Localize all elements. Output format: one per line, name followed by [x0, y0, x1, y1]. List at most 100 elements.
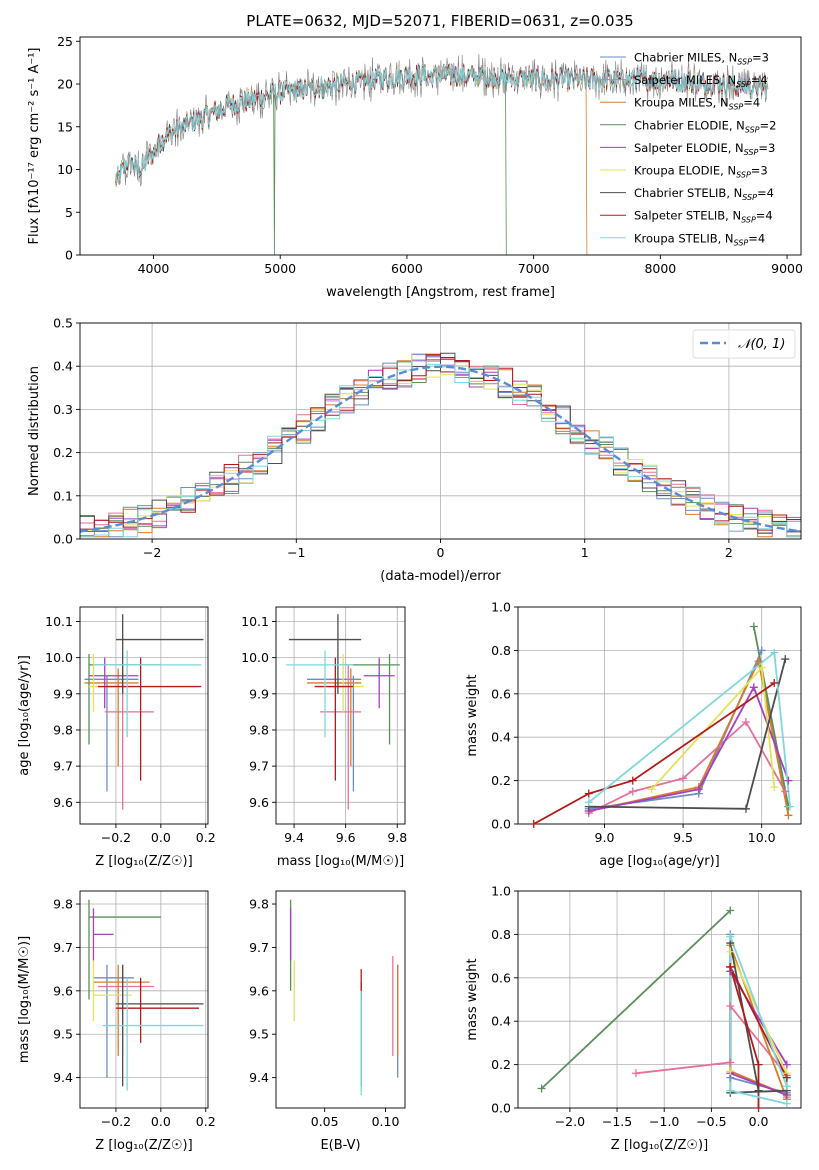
- y-tick-label: 0.0: [491, 817, 511, 832]
- legend-label-chabrier-elodie: Chabrier ELODIE, NSSP=2: [634, 118, 776, 134]
- y-tick-label: 9.6: [249, 795, 269, 810]
- x-tick-label: 9.0: [595, 830, 615, 845]
- y-tick-label: 0.0: [53, 532, 73, 547]
- x-tick-label: 0.2: [196, 830, 216, 845]
- weight-marker-salpeter-miles: [726, 1002, 735, 1011]
- weight-marker-salpeter-elodie: [782, 1060, 791, 1069]
- y-tick-label: 25: [57, 34, 73, 49]
- x-axis-label: Z [log₁₀(Z/Z☉)]: [95, 1138, 192, 1153]
- y-tick-label: 9.8: [53, 722, 73, 737]
- y-axis-label: age [log₁₀(age/yr)]: [17, 655, 32, 776]
- weight-marker-chabrier-elodie: [726, 906, 735, 915]
- x-tick-label: 9.5: [673, 830, 693, 845]
- y-tick-label: 10.0: [241, 650, 269, 665]
- y-tick-label: 9.7: [249, 940, 269, 955]
- x-tick-label: 2: [725, 545, 733, 560]
- weight-marker-kroupa-stelib: [726, 932, 735, 941]
- x-tick-label: 0.10: [372, 1114, 400, 1129]
- y-tick-label: 0.0: [491, 1101, 511, 1116]
- weight-marker-kroupa-elodie: [757, 663, 766, 672]
- y-tick-label: 0.8: [491, 927, 511, 942]
- x-tick-label: −1.0: [649, 1114, 679, 1129]
- weight-marker-kroupa-stelib: [726, 1086, 735, 1095]
- weight-line-kroupa-stelib: [729, 936, 788, 1105]
- y-tick-label: 0.3: [53, 402, 73, 417]
- x-tick-label: 9.6: [336, 830, 356, 845]
- y-tick-label: 20: [57, 77, 73, 92]
- plot-area: [533, 626, 791, 824]
- axes-frame: [517, 606, 802, 825]
- y-tick-label: 0.6: [491, 686, 511, 701]
- weight-line-chabrier-elodie: [540, 909, 731, 1090]
- weight-marker-salpeter-elodie: [784, 776, 793, 785]
- y-tick-label: 1.0: [491, 600, 511, 615]
- y-tick-label: 10.1: [45, 614, 73, 629]
- y-tick-label: 15: [57, 119, 73, 134]
- y-tick-label: 9.8: [249, 722, 269, 737]
- legend-label-chabrier-stelib: Chabrier STELIB, NSSP=4: [634, 186, 774, 202]
- weight-marker-salpeter-miles: [631, 1069, 640, 1078]
- plot-area: [80, 352, 801, 538]
- y-tick-label: 9.4: [53, 1070, 73, 1085]
- weight-marker-kroupa-stelib: [770, 648, 779, 657]
- weight-marker-salpeter-stelib: [754, 1104, 763, 1112]
- plot-area: [115, 53, 769, 255]
- x-tick-label: −2: [143, 545, 161, 560]
- x-axis-label: Z [log₁₀(Z/Z☉)]: [611, 1138, 708, 1153]
- weight-marker-chabrier-miles: [757, 646, 766, 655]
- weight-marker-chabrier-elodie: [537, 1084, 546, 1093]
- residual-legend-box: [692, 329, 796, 359]
- weight-marker-salpeter-stelib: [754, 1060, 763, 1069]
- x-axis-label: (data-model)/error: [380, 569, 501, 584]
- x-tick-label: 8000: [644, 261, 676, 276]
- x-axis-label: E(B-V): [320, 1138, 360, 1153]
- weight-marker-kroupa-elodie: [770, 783, 779, 792]
- weight-marker-salpeter-miles: [679, 774, 688, 783]
- x-tick-label: 0.2: [196, 1114, 216, 1129]
- panel-mass-vs-ebv: 0.05 0.10 9.4 9.5 9.6 9.7 9.8 E(B-V): [249, 890, 406, 1153]
- y-tick-label: 10.0: [45, 650, 73, 665]
- x-tick-label: 6000: [391, 261, 423, 276]
- weight-marker-salpeter-stelib: [584, 789, 593, 798]
- y-tick-label: 0.1: [53, 488, 73, 503]
- y-tick-label: 9.9: [53, 686, 73, 701]
- plot-area: [286, 614, 400, 810]
- x-tick-label: 10.0: [748, 830, 776, 845]
- residual-legend-label: 𝒩(0, 1): [738, 337, 785, 352]
- x-tick-label: 7000: [518, 261, 550, 276]
- weight-line-salpeter-miles: [588, 720, 787, 814]
- x-tick-label: −0.2: [101, 830, 131, 845]
- y-tick-label: 9.9: [249, 686, 269, 701]
- axes-frame: [517, 890, 802, 1109]
- figure-title: PLATE=0632, MJD=52071, FIBERID=0631, z=0…: [246, 12, 634, 30]
- x-axis-label: Z [log₁₀(Z/Z☉)]: [95, 854, 192, 869]
- weight-line-salpeter-stelib: [533, 682, 775, 824]
- y-tick-label: 0.2: [491, 773, 511, 788]
- y-tick-label: 0.6: [491, 970, 511, 985]
- y-tick-label: 0.4: [53, 359, 73, 374]
- weight-marker-salpeter-miles: [781, 787, 790, 796]
- x-tick-label: 9000: [771, 261, 803, 276]
- x-tick-label: 9.8: [387, 830, 407, 845]
- x-tick-label: −0.2: [101, 1114, 131, 1129]
- y-axis-label: mass weight: [465, 958, 480, 1040]
- y-tick-label: 0.5: [53, 316, 73, 331]
- y-tick-label: 5: [65, 205, 73, 220]
- plot-area: [289, 899, 399, 1095]
- y-tick-label: 9.7: [53, 759, 73, 774]
- y-tick-label: 9.4: [249, 1070, 269, 1085]
- legend-label-kroupa-miles: Kroupa MILES, NSSP=4: [634, 96, 760, 112]
- y-axis-label: mass [log₁₀(M/M☉)]: [17, 936, 32, 1063]
- panel-weight-vs-Z: −2.0 −1.5 −1.0 −0.5 0.0 0.0 0.2 0.4 0.6 0.8 1.0 Z […: [465, 884, 802, 1153]
- y-tick-label: 0.2: [491, 1057, 511, 1072]
- weight-line-salpeter-stelib: [729, 966, 788, 1108]
- panel-spectrum: 4000 5000 6000 7000 8000 9000 0 5 10 15 20 25 wavele…: [27, 34, 803, 300]
- y-axis-label: Normed distribution: [27, 366, 42, 496]
- legend-label-kroupa-stelib: Kroupa STELIB, NSSP=4: [634, 231, 765, 247]
- x-tick-label: 0: [437, 545, 445, 560]
- y-tick-label: 0.8: [491, 643, 511, 658]
- x-tick-label: 0.0: [151, 1114, 171, 1129]
- histogram-kroupa-elodie: [80, 353, 801, 538]
- weight-line-salpeter-elodie: [588, 685, 790, 812]
